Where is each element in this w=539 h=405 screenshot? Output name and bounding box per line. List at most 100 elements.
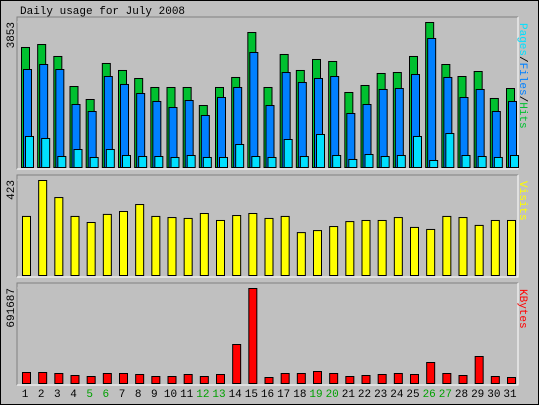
bar: [490, 219, 500, 277]
x-tick-label: 15: [245, 389, 258, 401]
bar: [199, 213, 209, 277]
bar: [442, 373, 452, 385]
bar: [490, 376, 500, 385]
x-tick-label: 29: [471, 389, 484, 401]
bar: [280, 373, 290, 385]
x-tick-label: 12: [196, 389, 209, 401]
bar: [361, 219, 371, 277]
bar: [248, 288, 258, 384]
bar: [442, 215, 452, 276]
bar: [264, 217, 274, 276]
legend-entry: Hits: [516, 102, 528, 128]
bar: [377, 374, 387, 384]
bar: [55, 69, 65, 168]
bar: [202, 156, 212, 169]
bar: [154, 156, 164, 168]
panel-light: [17, 283, 519, 386]
x-tick-label: 13: [212, 389, 225, 401]
legend-separator: /: [516, 96, 528, 103]
bar: [102, 373, 112, 385]
bar: [330, 76, 340, 168]
bar: [364, 154, 374, 169]
bar: [427, 37, 437, 168]
bar: [122, 154, 131, 169]
bar: [410, 374, 419, 384]
y-tick-label: 3853: [6, 22, 18, 48]
bar: [119, 373, 128, 385]
bar: [361, 375, 371, 384]
bar: [475, 88, 485, 168]
chart-title: Daily usage for July 2008: [20, 6, 185, 18]
bar: [135, 374, 145, 384]
panel-light: [17, 175, 519, 278]
x-tick-label: 7: [119, 389, 126, 401]
bar: [493, 156, 503, 169]
bar: [348, 158, 358, 168]
legend-entry: Visits: [516, 181, 528, 221]
bar: [378, 88, 388, 168]
bar: [329, 226, 339, 277]
legend-entry: Pages: [516, 23, 528, 56]
bar: [138, 156, 148, 168]
panel-shadow: [16, 282, 518, 385]
x-tick-label: 21: [342, 389, 356, 401]
y-tick-label: 423: [6, 180, 18, 200]
bar: [151, 215, 161, 276]
x-tick-label: 10: [164, 389, 177, 401]
bar: [102, 213, 112, 277]
panel: [17, 283, 518, 385]
bar: [235, 144, 245, 168]
bar: [38, 180, 48, 276]
bar: [248, 213, 258, 277]
bar: [70, 215, 80, 276]
x-tick-label: 6: [103, 389, 110, 401]
bar: [426, 228, 436, 276]
bar: [186, 154, 196, 169]
bar: [86, 376, 96, 385]
bar: [345, 376, 355, 385]
bar: [296, 373, 306, 385]
bar: [477, 156, 487, 168]
bar: [345, 221, 355, 276]
x-tick-label: 17: [277, 389, 290, 401]
bar: [167, 217, 177, 276]
x-tick-label: 14: [229, 389, 243, 401]
bar: [89, 156, 99, 169]
bar: [458, 375, 468, 384]
x-tick-label: 3: [54, 389, 61, 401]
bar: [183, 374, 193, 384]
x-tick-label: 26: [423, 389, 436, 401]
bar: [216, 374, 225, 384]
x-tick-label: 25: [406, 389, 419, 401]
bar: [119, 210, 128, 276]
bar: [283, 139, 293, 168]
bar: [510, 154, 519, 169]
bar: [249, 51, 259, 168]
bar: [199, 376, 209, 385]
bar: [313, 371, 322, 385]
bar: [507, 377, 516, 384]
x-tick-label: 11: [180, 389, 194, 401]
bar: [183, 217, 193, 276]
bar: [377, 219, 387, 277]
bar: [170, 156, 180, 169]
bar: [232, 343, 242, 385]
bar: [280, 215, 290, 276]
bar: [251, 156, 261, 168]
x-tick-label: 20: [326, 389, 339, 401]
x-tick-label: 23: [374, 389, 387, 401]
x-tick-label: 19: [309, 389, 322, 401]
bar: [219, 156, 228, 169]
legend: Visits: [516, 181, 528, 221]
bar: [313, 230, 322, 277]
x-tick-label: 18: [293, 389, 306, 401]
x-tick-label: 16: [261, 389, 274, 401]
bar: [445, 133, 455, 169]
x-tick-label: 28: [455, 389, 468, 401]
bar: [73, 149, 83, 168]
bar: [151, 376, 161, 385]
bar: [380, 156, 390, 168]
panel-shadow: [16, 16, 518, 169]
bar: [396, 154, 406, 169]
x-tick-label: 9: [151, 389, 158, 401]
